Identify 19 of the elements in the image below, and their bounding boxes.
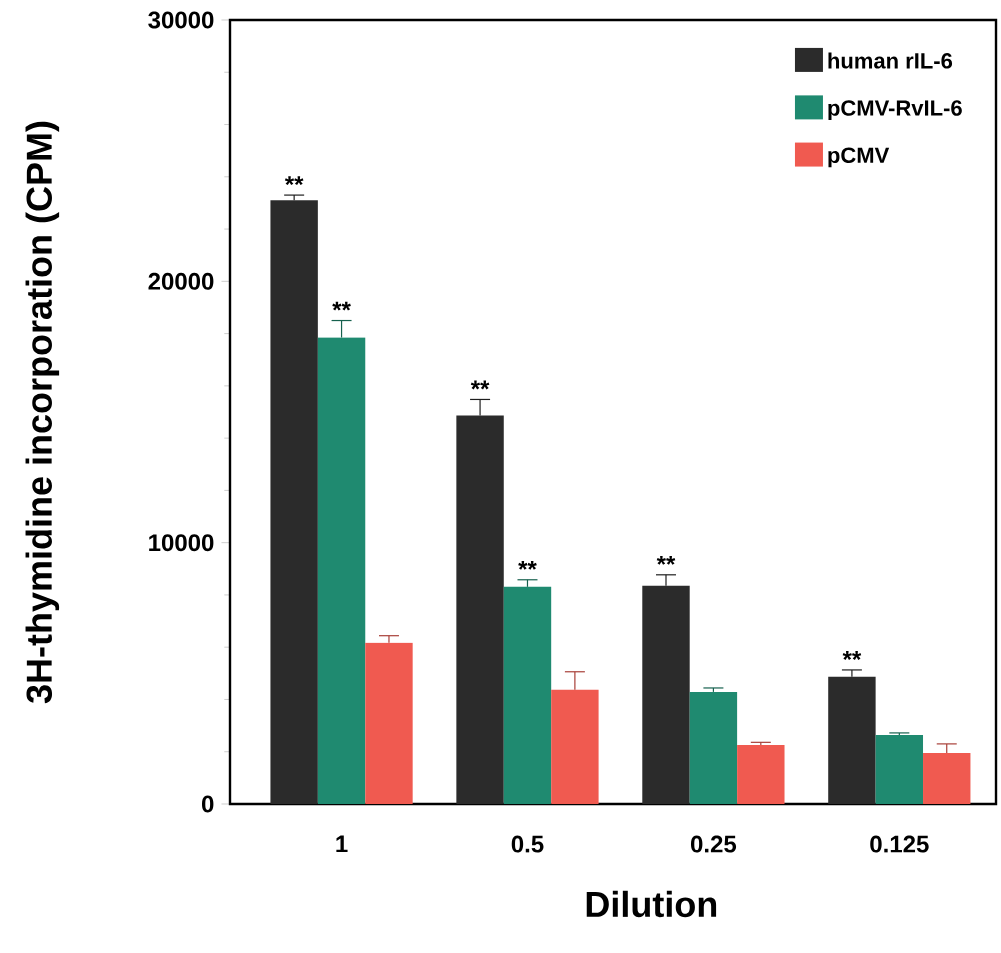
y-axis-title: 3H-thymidine incorporation (CPM) [25, 121, 60, 704]
data-label: ** [332, 301, 351, 311]
x-tick-label: 1 [336, 835, 348, 853]
legend-label: pCMV [828, 147, 890, 168]
data-label: ** [470, 380, 490, 390]
data-label: ** [656, 555, 676, 565]
y-tick-label: 10000 [149, 534, 214, 552]
y-tick-label: 0 [201, 795, 214, 813]
data-label: ** [842, 651, 862, 660]
y-tick-label: 30000 [148, 11, 214, 29]
x-tick-label: 0.5 [511, 835, 544, 853]
y-tick-label: 20000 [148, 272, 214, 290]
data-label: ** [284, 176, 304, 186]
legend-label: human rIL-6 [828, 52, 953, 69]
x-tick-label: 0.125 [870, 835, 929, 853]
x-axis-title: Dilution [586, 890, 717, 918]
legend-label: pCMV-RvIL-6 [828, 100, 962, 121]
x-tick-label: 0.25 [690, 835, 737, 853]
data-label: ** [518, 560, 537, 570]
